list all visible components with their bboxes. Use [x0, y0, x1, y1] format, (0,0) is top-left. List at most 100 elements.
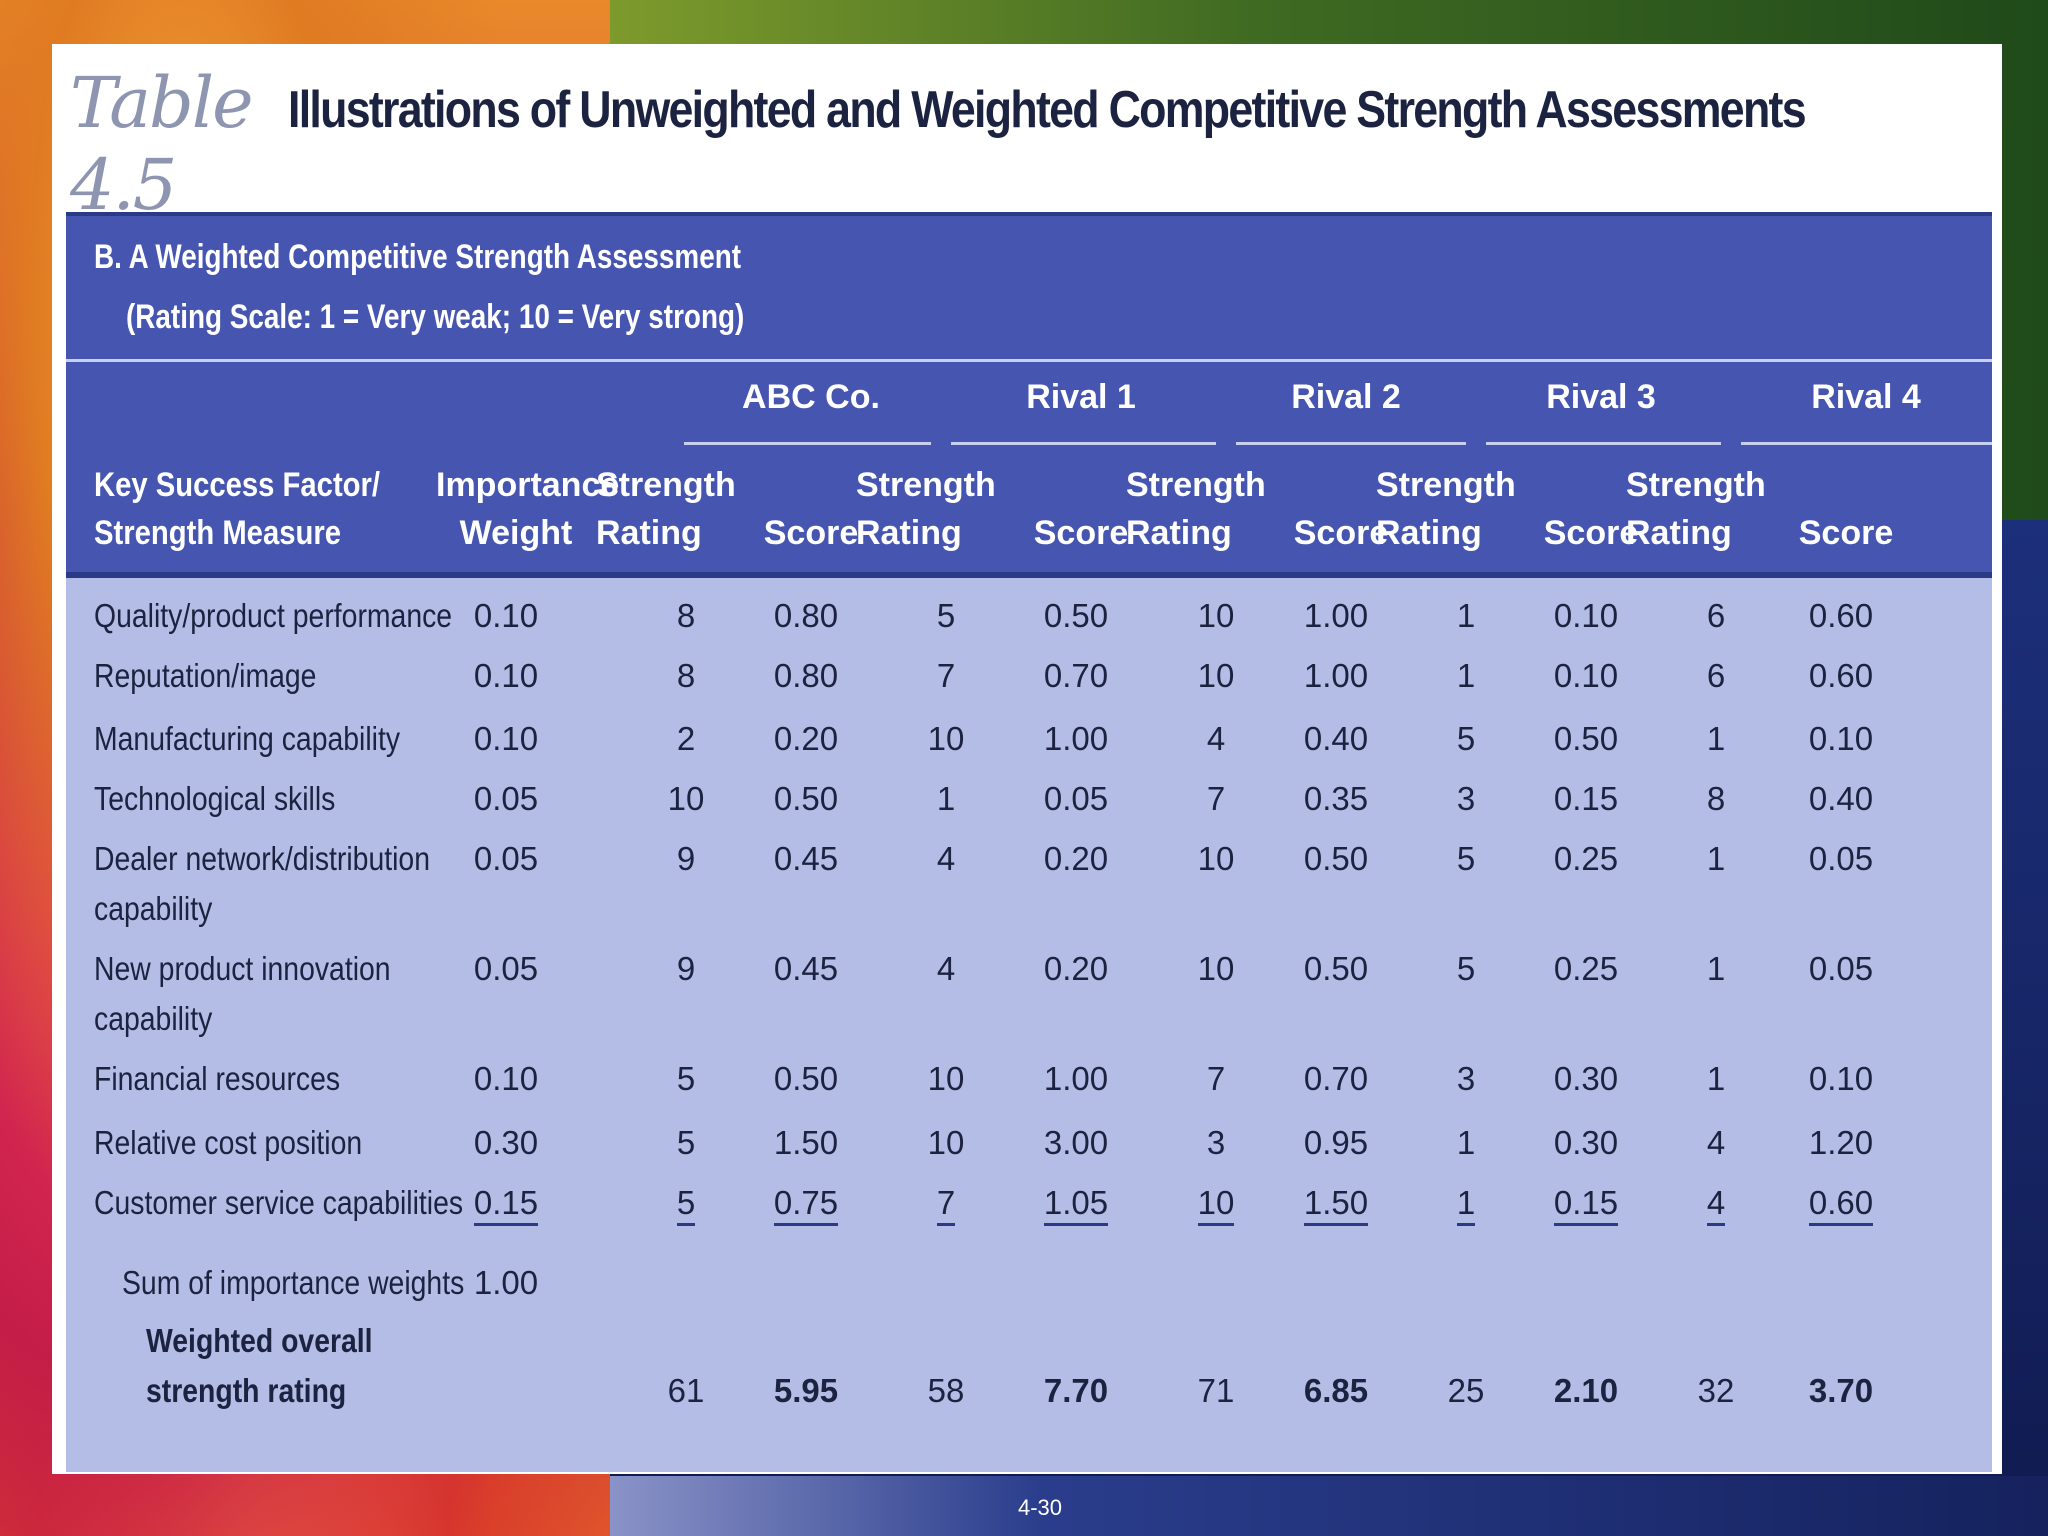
weighted-score: 0.10 — [1808, 1060, 1874, 1097]
row-label-continued: capability — [94, 890, 213, 927]
strength-rating-cell: 6 — [1656, 591, 1776, 641]
row-label: Reputation/image — [94, 657, 317, 694]
weighted-score: 0.75 — [773, 1184, 839, 1226]
score-cell: 0.40 — [1781, 774, 1901, 824]
row-label: Dealer network/distribution — [94, 840, 430, 877]
strength-rating-cell: 6 — [1656, 651, 1776, 701]
column-header: ABC Co. Rival 1 Rival 2 Rival 3 Rival 4 Key S… — [66, 362, 1992, 578]
strength-rating: 3 — [1456, 780, 1476, 817]
score-cell: 0.60 — [1781, 1178, 1901, 1228]
overall-strength-total: 32 — [1697, 1372, 1735, 1409]
strength-rating-cell: 5 — [626, 1054, 746, 1104]
strength-rating-cell: 7 — [1156, 774, 1276, 824]
overall-strength-total: 25 — [1447, 1372, 1485, 1409]
weighted-score: 0.80 — [773, 657, 839, 694]
weighted-score: 1.20 — [1808, 1124, 1874, 1161]
strength-rating: 10 — [1197, 657, 1235, 694]
strength-rating: 5 — [1456, 720, 1476, 757]
company-header: Rival 3 — [1546, 378, 1656, 416]
strength-rating-cell: 9 — [626, 834, 746, 884]
weighted-score: 0.05 — [1808, 840, 1874, 877]
strength-rating: 9 — [676, 950, 696, 987]
weighted-score: 0.20 — [773, 720, 839, 757]
score-cell: 1.50 — [1276, 1178, 1396, 1228]
score-cell: 0.10 — [1526, 591, 1646, 641]
score-cell: 0.20 — [746, 714, 866, 764]
strength-rating: 7 — [936, 1184, 956, 1226]
weighted-score: 0.45 — [773, 840, 839, 877]
score-cell: 1.20 — [1781, 1118, 1901, 1168]
weighted-score: 0.20 — [1043, 950, 1109, 987]
strength-rating: 3 — [1456, 1060, 1476, 1097]
weighted-score: 0.20 — [1043, 840, 1109, 877]
importance-weight: 0.15 — [446, 1178, 566, 1228]
weighted-score: 0.10 — [1553, 597, 1619, 634]
strength-rating-cell: 10 — [626, 774, 746, 824]
strength-rating-cell: 1 — [886, 774, 1006, 824]
title-row: Table 4.5 Illustrations of Unweighted an… — [70, 62, 2048, 226]
strength-rating: 10 — [1197, 597, 1235, 634]
strength-rating-cell: 3 — [1406, 774, 1526, 824]
strength-rating: 1 — [1706, 1060, 1726, 1097]
row-label: New product innovation — [94, 950, 391, 987]
importance-weight: 0.10 — [446, 1054, 566, 1104]
weighted-score: 0.60 — [1808, 657, 1874, 694]
weighted-score: 0.50 — [1553, 720, 1619, 757]
strength-rating: 1 — [936, 780, 956, 817]
overall-weighted-score: 2.10 — [1553, 1372, 1619, 1409]
strength-rating-cell: 3 — [1156, 1118, 1276, 1168]
strength-header-line1: Strength — [1376, 466, 1516, 504]
score-cell: 0.05 — [1781, 944, 1901, 994]
strength-rating-cell: 1 — [1406, 591, 1526, 641]
strength-rating: 4 — [936, 840, 956, 877]
page-number: 4-30 — [1017, 1495, 1063, 1520]
strength-rating: 5 — [676, 1060, 696, 1097]
strength-rating: 10 — [1197, 840, 1235, 877]
weighted-score: 0.50 — [1043, 597, 1109, 634]
strength-header-line2: Rating — [1376, 514, 1482, 552]
score-cell: 0.80 — [746, 591, 866, 641]
score-cell: 0.60 — [1781, 591, 1901, 641]
ksf-header-line1: Key Success Factor/ — [94, 466, 381, 504]
score-cell: 0.50 — [1276, 834, 1396, 884]
strength-rating: 10 — [1197, 1184, 1235, 1226]
importance-weight: 0.30 — [446, 1118, 566, 1168]
importance-weight: 0.05 — [446, 774, 566, 824]
strength-rating: 10 — [927, 1060, 965, 1097]
score-cell: 0.80 — [746, 651, 866, 701]
strength-rating-cell: 7 — [886, 651, 1006, 701]
score-header: Score — [1798, 514, 1894, 552]
weighted-score: 0.10 — [1553, 657, 1619, 694]
weighted-score: 0.10 — [1808, 720, 1874, 757]
strength-header-line2: Rating — [1126, 514, 1232, 552]
strength-rating-cell: 3 — [1406, 1054, 1526, 1104]
strength-rating-cell: 10 — [1156, 944, 1276, 994]
overall-strength-total: 58 — [927, 1372, 965, 1409]
weighted-score: 0.70 — [1303, 1060, 1369, 1097]
strength-rating: 10 — [927, 720, 965, 757]
score-cell: 0.50 — [746, 774, 866, 824]
strength-rating: 1 — [1706, 840, 1726, 877]
strength-rating-cell: 1 — [1656, 1054, 1776, 1104]
row-label-continued: capability — [94, 1000, 213, 1037]
score-cell: 0.20 — [1016, 944, 1136, 994]
strength-rating: 1 — [1456, 597, 1476, 634]
weighted-score: 1.00 — [1043, 720, 1109, 757]
weighted-score: 0.60 — [1808, 1184, 1874, 1226]
score-cell: 0.15 — [1526, 1178, 1646, 1228]
weighted-score: 0.25 — [1553, 950, 1619, 987]
strength-rating-cell: 10 — [886, 1054, 1006, 1104]
strength-header-line1: Strength — [1626, 466, 1766, 504]
weighted-score: 0.05 — [1808, 950, 1874, 987]
score-cell: 1.00 — [1276, 651, 1396, 701]
strength-rating: 8 — [1706, 780, 1726, 817]
strength-rating: 1 — [1706, 720, 1726, 757]
strength-rating: 4 — [936, 950, 956, 987]
strength-rating: 10 — [1197, 950, 1235, 987]
weighted-score: 0.15 — [1553, 780, 1619, 817]
strength-rating-cell: 7 — [886, 1178, 1006, 1228]
strength-rating-cell: 9 — [626, 944, 746, 994]
score-cell: 0.15 — [1526, 774, 1646, 824]
company-header: Rival 2 — [1291, 378, 1401, 416]
strength-rating-cell: 7 — [1156, 1054, 1276, 1104]
